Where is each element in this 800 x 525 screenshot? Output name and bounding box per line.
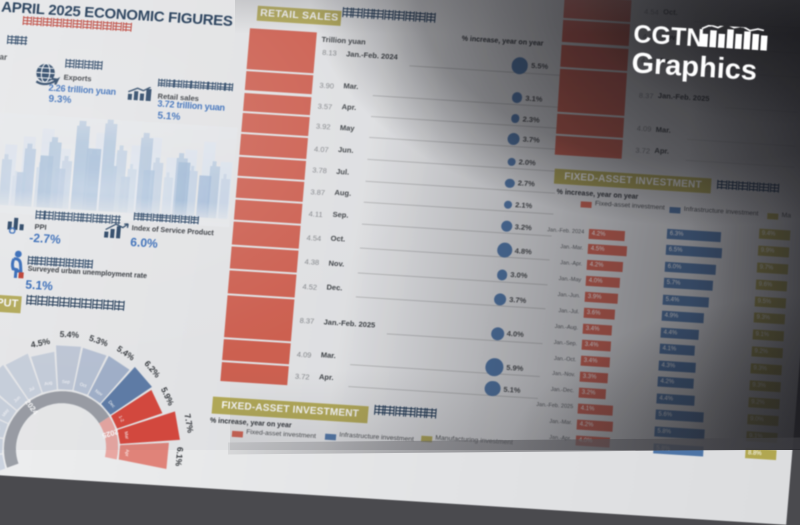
svg-text:CGTN: CGTN	[632, 20, 704, 52]
svg-text:Graphics: Graphics	[630, 47, 757, 87]
